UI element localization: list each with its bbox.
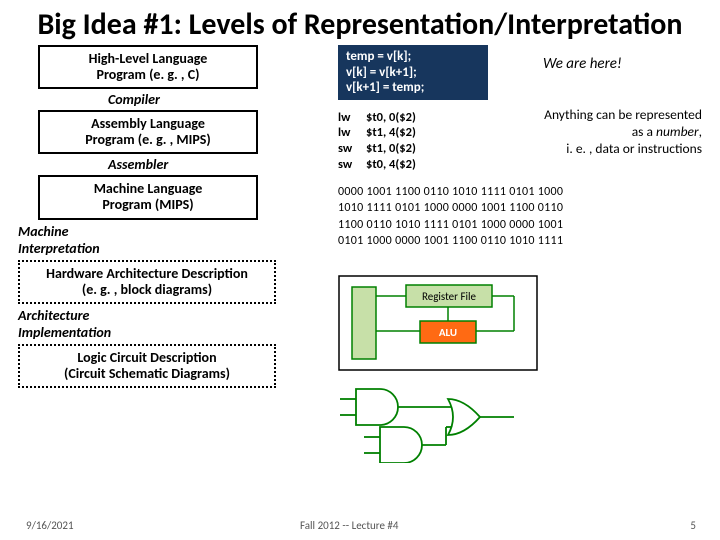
level-asm: Assembly Language Program (e. g. , MIPS)	[38, 110, 258, 154]
level-hw-line1: Hardware Architecture Description	[26, 266, 268, 282]
asm-arg: $t1, 0($2)	[366, 141, 416, 157]
asm-arg: $t0, 4($2)	[366, 157, 416, 173]
asm-op: sw	[338, 141, 366, 157]
level-ml: Machine Language Program (MIPS)	[38, 175, 258, 219]
regfile-label: Register File	[422, 290, 477, 303]
c-code-block: temp = v[k]; v[k] = v[k+1]; v[k+1] = tem…	[338, 45, 488, 100]
level-ml-line1: Machine Language	[46, 181, 250, 197]
binary-row: 0000 1001 1100 0110 1010 1111 0101 1000	[338, 184, 708, 200]
examples-column: temp = v[k]; v[k] = v[k+1]; v[k+1] = tem…	[338, 45, 708, 249]
stage-arch-impl-l1: Architecture	[18, 307, 318, 324]
asm-arg: $t0, 0($2)	[366, 110, 416, 126]
footer-lecture: Fall 2012 -- Lecture #4	[300, 519, 399, 532]
asm-arg: $t1, 4($2)	[366, 125, 416, 141]
hardware-diagram: Register File ALU	[338, 275, 538, 371]
rep-l1: Anything can be represented	[502, 107, 702, 124]
level-ml-line2: Program (MIPS)	[46, 197, 250, 213]
asm-row: sw$t0, 4($2)	[338, 157, 708, 173]
levels-column: High-Level Language Program (e. g. , C) …	[18, 45, 318, 388]
level-hll-line1: High-Level Language	[46, 51, 250, 67]
asm-op: lw	[338, 110, 366, 126]
c-code-l3: v[k+1] = temp;	[346, 80, 480, 96]
stage-machine-interp-l2: Interpretation	[18, 240, 318, 257]
rep-l3: i. e. , data or instructions	[502, 141, 702, 158]
c-code-l2: v[k] = v[k+1];	[346, 65, 480, 81]
stage-machine-interp: Machine Interpretation	[18, 223, 318, 257]
stage-compiler: Compiler	[108, 91, 318, 108]
level-hll-line2: Program (e. g. , C)	[46, 67, 250, 83]
level-logic: Logic Circuit Description (Circuit Schem…	[18, 344, 276, 388]
level-asm-line2: Program (e. g. , MIPS)	[46, 132, 250, 148]
stage-arch-impl: Architecture Implementation	[18, 307, 318, 341]
level-logic-line1: Logic Circuit Description	[26, 350, 268, 366]
slide-title: Big Idea #1: Levels of Representation/In…	[0, 0, 720, 45]
binary-block: 0000 1001 1100 0110 1010 1111 0101 1000 …	[338, 184, 708, 249]
binary-row: 1100 0110 1010 1111 0101 1000 0000 1001	[338, 217, 708, 233]
slide-body: High-Level Language Program (e. g. , C) …	[0, 45, 720, 477]
c-code-l1: temp = v[k];	[346, 49, 480, 65]
asm-op: lw	[338, 125, 366, 141]
asm-op: sw	[338, 157, 366, 173]
level-logic-line2: (Circuit Schematic Diagrams)	[26, 366, 268, 382]
rep-l2: as a number,	[502, 124, 702, 141]
logic-diagram	[338, 377, 548, 463]
alu-label: ALU	[439, 326, 457, 339]
representation-note: Anything can be represented as a number,…	[502, 107, 702, 158]
footer-date: 9/16/2021	[26, 519, 74, 532]
binary-row: 0101 1000 0000 1001 1100 0110 1010 1111	[338, 233, 708, 249]
stage-assembler: Assembler	[108, 156, 318, 173]
footer-page-number: 5	[690, 519, 696, 532]
binary-row: 1010 1111 0101 1000 0000 1001 1100 0110	[338, 200, 708, 216]
stage-machine-interp-l1: Machine	[18, 223, 318, 240]
stage-arch-impl-l2: Implementation	[18, 324, 318, 341]
level-hw: Hardware Architecture Description (e. g.…	[18, 260, 276, 304]
level-hll: High-Level Language Program (e. g. , C)	[38, 45, 258, 89]
level-asm-line1: Assembly Language	[46, 116, 250, 132]
level-hw-line2: (e. g. , block diagrams)	[26, 282, 268, 298]
we-are-here-label: We are here!	[543, 55, 622, 73]
